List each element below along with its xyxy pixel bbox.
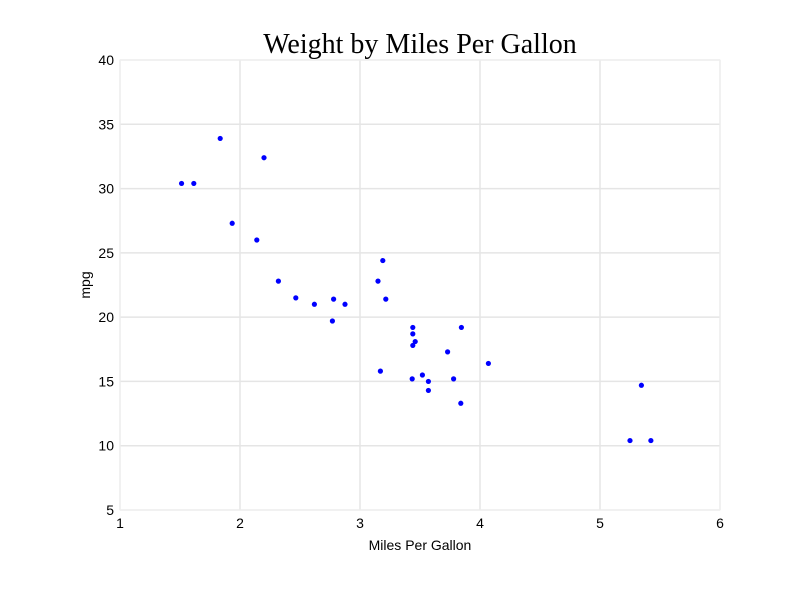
y-tick-label: 40	[98, 52, 114, 68]
plot-area-frame	[119, 59, 721, 511]
data-point	[261, 155, 267, 161]
y-tick-label: 35	[98, 116, 114, 132]
data-point	[425, 378, 431, 385]
data-point	[217, 135, 223, 142]
data-point	[191, 180, 197, 187]
data-point	[293, 295, 299, 301]
y-tick-label: 30	[98, 181, 114, 197]
data-point	[229, 220, 235, 226]
data-point	[409, 376, 415, 382]
y-tick-label: 20	[98, 309, 114, 325]
y-tick-label: 10	[98, 438, 114, 454]
x-tick-label: 6	[716, 515, 724, 531]
data-point	[254, 237, 260, 243]
y-axis-label: mpg	[77, 271, 93, 298]
data-point	[425, 387, 431, 394]
y-axis-ticks: 5 10 15 20 25 30 35 40	[98, 52, 114, 518]
data-points	[178, 135, 654, 444]
data-point	[485, 360, 491, 367]
data-point	[458, 324, 464, 331]
data-point	[410, 324, 416, 331]
data-point	[331, 296, 337, 302]
data-point	[638, 382, 645, 388]
data-point	[311, 301, 317, 307]
data-point	[627, 437, 633, 444]
data-point	[445, 349, 451, 355]
data-point	[410, 331, 416, 337]
chart-title: Weight by Miles Per Gallon	[263, 29, 576, 60]
x-axis-label: Miles Per Gallon	[369, 537, 472, 553]
y-tick-label: 5	[106, 502, 114, 518]
x-tick-label: 3	[356, 515, 364, 531]
y-tick-label: 15	[98, 373, 114, 389]
x-tick-label: 2	[236, 515, 244, 531]
data-point	[648, 437, 654, 444]
data-point	[329, 318, 335, 324]
data-point	[410, 342, 416, 349]
x-tick-label: 1	[116, 515, 124, 531]
data-point	[451, 376, 457, 382]
data-point	[383, 296, 389, 302]
data-point	[178, 180, 185, 187]
x-tick-label: 5	[596, 515, 604, 531]
data-point	[342, 301, 348, 307]
y-tick-label: 25	[98, 245, 114, 261]
x-tick-label: 4	[476, 515, 484, 531]
data-point	[458, 400, 464, 406]
data-point	[419, 372, 425, 378]
data-point	[412, 338, 418, 345]
data-point	[375, 278, 381, 284]
data-point	[275, 278, 281, 284]
data-point	[380, 257, 386, 264]
x-axis-ticks: 1 2 3 4 5 6	[116, 515, 724, 531]
data-point	[377, 368, 383, 374]
